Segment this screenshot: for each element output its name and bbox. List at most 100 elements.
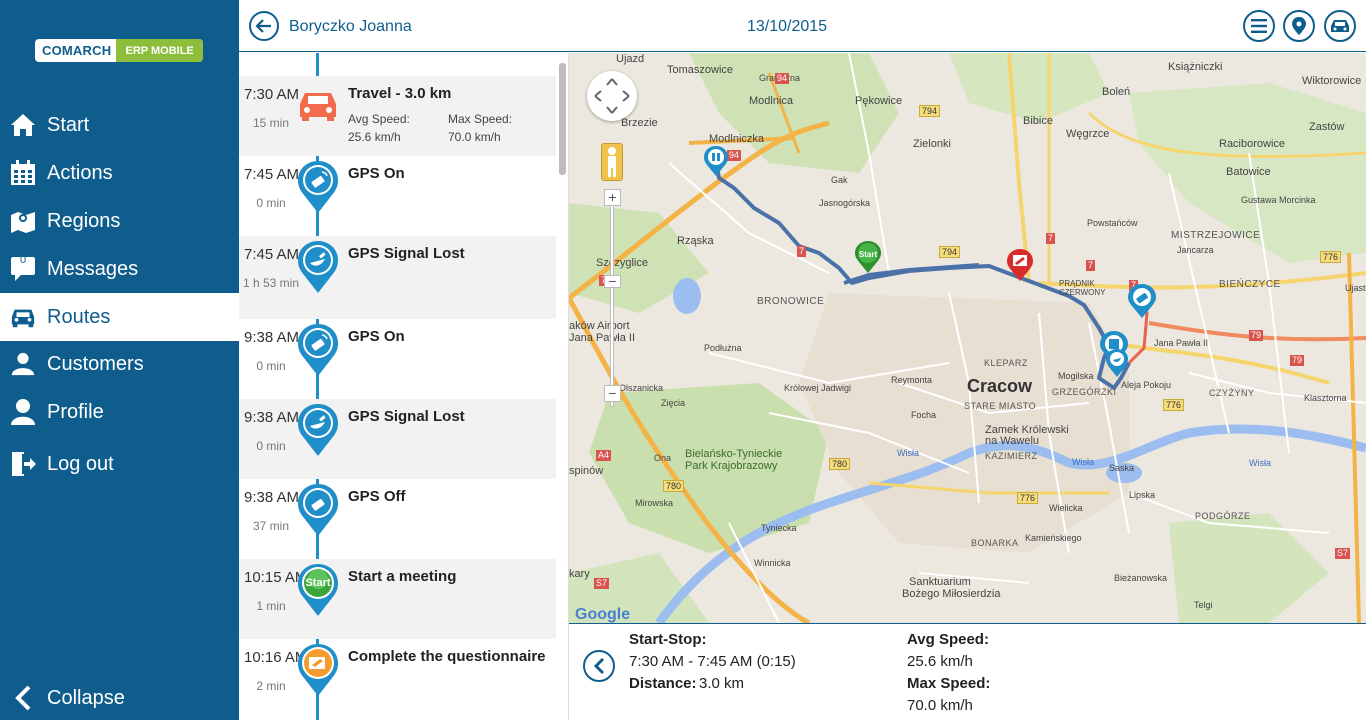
comarch-logo: COMARCH ERP MOBILE xyxy=(35,39,203,62)
timeline-duration: 37 min xyxy=(252,519,290,533)
map-label: Batowice xyxy=(1226,166,1271,178)
timeline-duration: 0 min xyxy=(256,196,286,210)
map-label: Brzezie xyxy=(621,117,658,129)
street-view-pegman-icon[interactable] xyxy=(601,143,623,181)
timeline-title: Start a meeting xyxy=(348,568,457,585)
pause-marker-icon[interactable] xyxy=(704,146,728,176)
map-label: Modlniczka xyxy=(709,133,765,145)
map-label: Ujazd xyxy=(616,53,645,65)
map-label: Wielicka xyxy=(1049,503,1083,513)
google-watermark: Google xyxy=(575,606,631,623)
timeline-duration: 1 min xyxy=(256,599,286,613)
map-pan-control[interactable] xyxy=(587,71,637,121)
road-shield: 7 xyxy=(1046,233,1056,244)
timeline-time: 9:38 AM xyxy=(244,329,300,346)
timeline-item-travel[interactable]: 7:30 AM 15 min Travel - 3.0 km Avg Speed… xyxy=(239,76,556,156)
list-view-button[interactable] xyxy=(1243,10,1275,42)
zoom-slider-track[interactable] xyxy=(610,189,614,407)
chevron-left-icon xyxy=(10,685,36,711)
nav-messages[interactable]: Messages xyxy=(0,245,239,293)
nav-customers[interactable]: Customers xyxy=(0,340,239,388)
nav-actions[interactable]: Actions xyxy=(0,149,239,197)
collapse-button[interactable]: Collapse xyxy=(0,674,239,720)
map-label: Węgrzce xyxy=(1066,128,1110,140)
map-label: KLEPARZ xyxy=(984,358,1028,368)
employee-name: Boryczko Joanna xyxy=(289,18,412,35)
timeline-item-gps-lost[interactable]: 7:45 AM 1 h 53 min GPS Signal Lost xyxy=(239,236,556,319)
nav-logout[interactable]: Log out xyxy=(0,440,239,488)
zoom-slider-handle[interactable]: − xyxy=(604,274,621,288)
road-shield: 94 xyxy=(727,150,742,161)
nav-profile-label: Profile xyxy=(47,400,104,423)
avg-speed-label: Avg Speed: xyxy=(348,112,410,126)
map-label: Zamek Królewski xyxy=(985,424,1069,436)
gps-marker-icon[interactable] xyxy=(1128,284,1156,318)
map-label: Jasnogórska xyxy=(819,198,871,208)
timeline-title: Complete the questionnaire xyxy=(348,648,546,665)
start-marker[interactable] xyxy=(855,241,881,273)
nav-routes[interactable]: Routes xyxy=(0,293,239,341)
timeline-item-gps-off[interactable]: 9:38 AM 37 min GPS Off xyxy=(239,479,556,559)
map-label: MISTRZEJOWICE xyxy=(1171,230,1261,241)
map-label: Olszanicka xyxy=(619,383,664,393)
nav-start[interactable]: Start xyxy=(0,101,239,149)
map-label: Klasztorna xyxy=(1304,393,1347,403)
avg-speed-label: Avg Speed: xyxy=(907,631,989,648)
road-shield: 776 xyxy=(1017,492,1039,504)
route-car-button[interactable] xyxy=(1324,10,1356,42)
car-outline-icon xyxy=(1331,20,1349,32)
route-map[interactable]: Ujazd Tomaszowice Książniczki Wiktorowic… xyxy=(569,53,1366,623)
timeline-item-gps-on-2[interactable]: 9:38 AM 0 min GPS On xyxy=(239,319,556,399)
map-label: Aleja Pokoju xyxy=(1121,380,1172,390)
map-label: Bieżanowska xyxy=(1114,573,1168,583)
distance-value: 3.0 km xyxy=(699,675,745,692)
map-label: Gak xyxy=(831,175,848,185)
map-canvas xyxy=(569,53,1366,623)
gps-on-icon xyxy=(298,161,338,213)
timeline-duration: 1 h 53 min xyxy=(242,276,300,290)
nav-start-label: Start xyxy=(47,113,90,136)
avg-speed-value: 25.6 km/h xyxy=(907,653,973,670)
timeline-item-start-meeting[interactable]: 10:15 AM 1 min Start Start a meeting xyxy=(239,559,556,639)
map-label: Park Krajobrazowy xyxy=(685,460,778,472)
nav-routes-label: Routes xyxy=(47,305,111,328)
nav-regions[interactable]: Regions xyxy=(0,197,239,245)
timeline-item-questionnaire[interactable]: 10:16 AM 2 min Complete the questionnair… xyxy=(239,639,556,719)
gps-lost-marker-icon[interactable] xyxy=(1106,349,1128,377)
map-label: Mogilska xyxy=(1058,371,1094,381)
map-label: Focha xyxy=(911,410,937,420)
timeline-scrollbar[interactable] xyxy=(557,53,569,720)
road-shield: 7 xyxy=(1129,280,1139,291)
questionnaire-marker-icon[interactable] xyxy=(1007,249,1033,281)
route-timeline: 7:30 AM 15 min Travel - 3.0 km Avg Speed… xyxy=(239,53,557,720)
map-label: Ujastek xyxy=(1345,283,1366,293)
zoom-out-button[interactable]: − xyxy=(604,385,621,402)
map-label: GRZEGÓRZKI xyxy=(1052,387,1117,397)
messages-count-badge: 0 xyxy=(19,254,27,266)
timeline-time: 10:15 AM xyxy=(244,569,308,586)
info-back-button[interactable] xyxy=(583,650,615,682)
scrollbar-thumb[interactable] xyxy=(559,63,566,175)
map-label: Jana Pawła II xyxy=(569,332,636,344)
timeline-item-gps-lost-2[interactable]: 9:38 AM 0 min GPS Signal Lost xyxy=(239,399,556,479)
zoom-in-button[interactable]: + xyxy=(604,189,621,206)
map-label: Saska xyxy=(1109,463,1135,473)
timeline-duration: 0 min xyxy=(256,439,286,453)
map-label: Rząska xyxy=(677,235,714,247)
timeline-line xyxy=(316,53,319,720)
start-marker-label: Start xyxy=(858,250,878,259)
map-label: Winnicka xyxy=(754,558,791,568)
timeline-item-gps-on[interactable]: 7:45 AM 0 min GPS On xyxy=(239,156,556,236)
map-label: Bibice xyxy=(1023,115,1053,127)
road-shield: 776 xyxy=(1163,399,1185,411)
back-button[interactable] xyxy=(249,11,279,41)
car-icon xyxy=(298,89,338,141)
map-label: Gustawa Morcinka xyxy=(1241,195,1316,205)
map-label: Kamieńskiego xyxy=(1025,533,1082,543)
sidebar: COMARCH ERP MOBILE Start Actions Regions… xyxy=(0,0,239,720)
map-label: Jancarza xyxy=(1177,245,1214,255)
nav-profile[interactable]: Profile xyxy=(0,388,239,436)
map-pin-button[interactable] xyxy=(1283,10,1315,42)
profile-icon xyxy=(10,399,36,425)
road-shield: 7 xyxy=(797,246,807,257)
